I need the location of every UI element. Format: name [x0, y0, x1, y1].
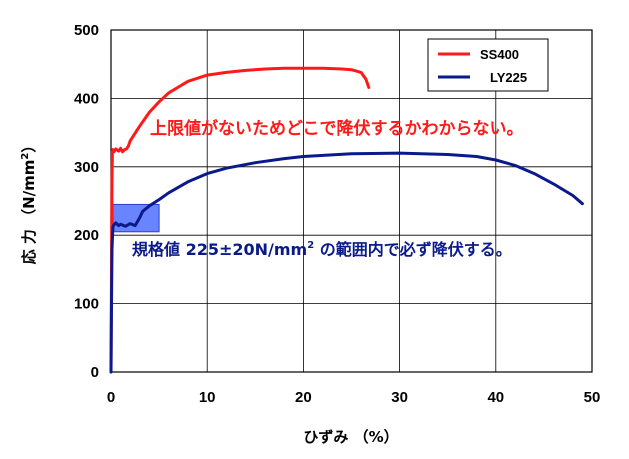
- standard-range-suffix: の範囲内で必ず降伏する。: [314, 240, 512, 259]
- x-tick-label-2: 20: [295, 389, 312, 406]
- y-axis-label: 応 力 （N/mm2）: [20, 138, 38, 265]
- x-tick-label-4: 40: [487, 389, 504, 406]
- x-tick-label-3: 30: [391, 389, 408, 406]
- standard-range-annotation: 規格値 225±20N/mm2 の範囲内で必ず降伏する。: [132, 240, 512, 259]
- standard-range-sup: 2: [307, 240, 314, 251]
- y-tick-label-1: 100: [74, 296, 99, 313]
- standard-range-prefix: 規格値 225±20N/mm: [132, 240, 307, 259]
- legend-label-ly225: LY225: [490, 70, 527, 85]
- tolerance-range-box: [112, 203, 160, 233]
- legend-label-ss400: SS400: [480, 47, 519, 62]
- y-tick-label-4: 400: [74, 90, 99, 107]
- y-tick-label-5: 500: [74, 22, 99, 39]
- y-tick-label-2: 200: [74, 227, 99, 244]
- grid-lines: [111, 30, 592, 372]
- y-tick-label-3: 300: [74, 159, 99, 176]
- series-line-ly225: [109, 151, 584, 374]
- series-layer: [109, 66, 584, 374]
- legend: SS400 LY225: [427, 38, 549, 92]
- x-axis-label: ひずみ （%）: [303, 428, 398, 446]
- y-axis-label-sup: 2: [20, 153, 31, 160]
- y-axis-label-suffix: ）: [20, 138, 38, 153]
- y-axis-label-prefix: 応 力 （N/mm: [20, 160, 38, 265]
- legend-box: [427, 38, 549, 92]
- x-tick-label-5: 50: [584, 389, 601, 406]
- series-line-ss400: [109, 66, 371, 374]
- x-tick-label-1: 10: [199, 389, 216, 406]
- upper-limit-annotation: 上限値がないためどこで降伏するかわからない。: [150, 118, 524, 139]
- y-tick-label-0: 0: [91, 364, 99, 381]
- x-tick-label-0: 0: [107, 389, 115, 406]
